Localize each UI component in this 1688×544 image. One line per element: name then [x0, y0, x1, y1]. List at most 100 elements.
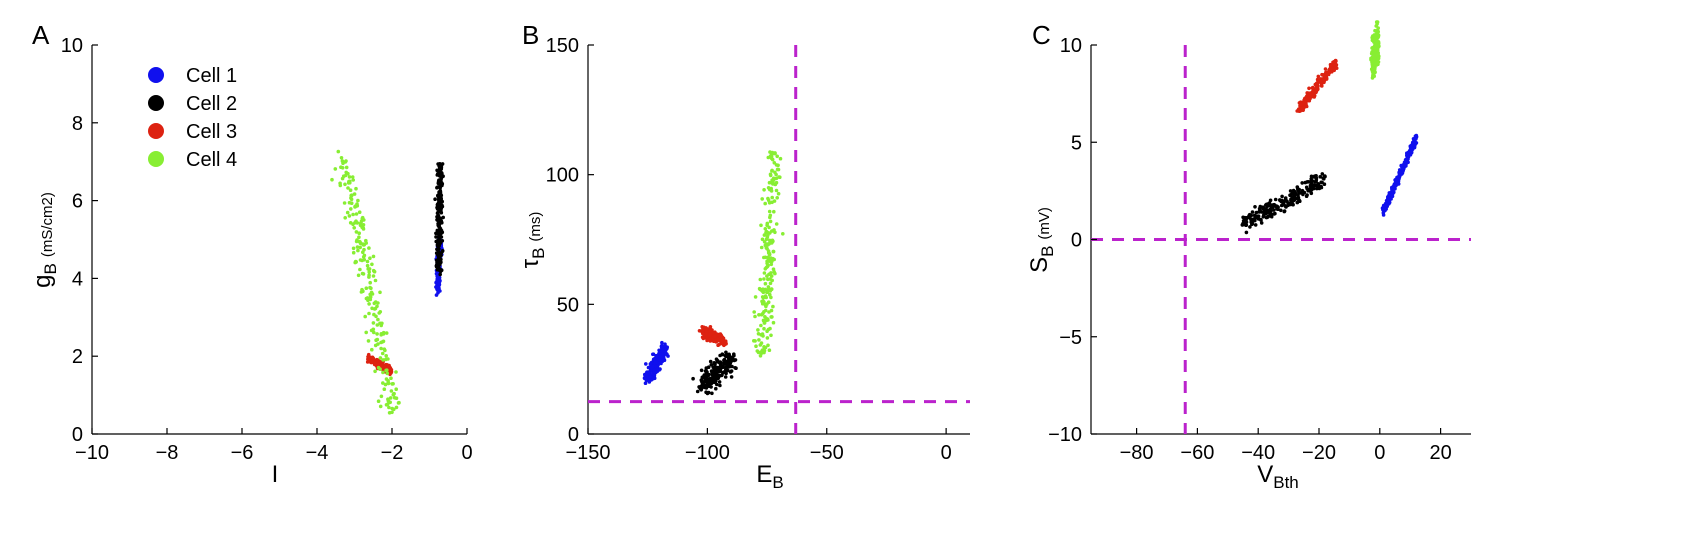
data-point-cell-4 [778, 156, 783, 161]
panel-a-x-axis-label: I [272, 461, 279, 488]
series-cell-2-cloud [691, 350, 738, 396]
data-point-cell-4 [769, 295, 773, 300]
y-tick-label: 50 [557, 294, 579, 316]
data-point-cell-3 [705, 338, 709, 343]
data-point-cell-4 [384, 354, 389, 358]
data-point-cell-2 [709, 369, 714, 373]
data-point-cell-1 [1414, 136, 1418, 141]
data-point-cell-2 [704, 369, 708, 373]
data-point-cell-4 [769, 315, 773, 319]
data-point-cell-3 [1331, 60, 1335, 65]
data-point-cell-2 [1285, 199, 1289, 203]
data-point-cell-4 [768, 272, 772, 277]
data-point-cell-4 [773, 230, 777, 235]
panel-c-y-label-main: S [1026, 257, 1053, 273]
data-point-cell-4 [766, 343, 770, 348]
data-point-cell-2 [716, 369, 721, 373]
data-point-cell-2 [436, 254, 441, 258]
data-point-cell-4 [356, 198, 360, 203]
panel-a: A −10 −8 −6 −4 −2 0 0 2 4 6 8 10 I gB (mS/cm2) Cell… [29, 20, 473, 488]
data-point-cell-2 [1258, 204, 1263, 209]
panel-b-plot-area [587, 45, 970, 435]
data-point-cell-2 [712, 361, 716, 365]
data-point-cell-2 [733, 366, 737, 370]
data-point-cell-4 [351, 250, 356, 255]
data-point-cell-4 [762, 233, 767, 237]
data-point-cell-4 [768, 292, 772, 297]
data-point-cell-4 [348, 221, 353, 225]
data-point-cell-1 [1381, 213, 1386, 217]
data-point-cell-4 [379, 394, 384, 399]
data-point-cell-2 [433, 197, 437, 201]
data-point-cell-4 [1374, 20, 1379, 24]
data-point-cell-2 [700, 379, 704, 384]
data-point-cell-2 [439, 199, 444, 204]
data-point-cell-4 [367, 275, 371, 279]
data-point-cell-2 [719, 373, 724, 378]
data-point-cell-3 [368, 355, 373, 360]
data-point-cell-4 [340, 176, 345, 181]
data-point-cell-4 [767, 209, 772, 214]
data-point-cell-4 [771, 320, 776, 325]
data-point-cell-4 [349, 193, 354, 198]
data-point-cell-4 [333, 167, 338, 171]
series-cell-4-cloud [752, 150, 785, 358]
data-point-cell-4 [371, 274, 376, 278]
data-point-cell-4 [1376, 60, 1381, 64]
data-point-cell-2 [715, 358, 720, 363]
y-tick-label: 10 [1060, 35, 1082, 57]
panel-b-x-label-sub: B [772, 473, 783, 492]
data-point-cell-2 [438, 272, 443, 277]
data-point-cell-3 [713, 334, 717, 339]
series-cell-1-cloud [642, 340, 670, 386]
data-point-cell-2 [1316, 182, 1320, 186]
data-point-cell-4 [358, 258, 363, 262]
data-point-cell-4 [394, 405, 399, 410]
data-point-cell-3 [712, 332, 716, 336]
data-point-cell-4 [764, 265, 769, 270]
data-point-cell-2 [1283, 204, 1288, 208]
data-point-cell-4 [357, 235, 361, 239]
data-point-cell-2 [1296, 193, 1300, 197]
data-point-cell-2 [1267, 201, 1272, 205]
data-point-cell-2 [438, 234, 442, 239]
data-point-cell-4 [769, 333, 773, 338]
data-point-cell-3 [380, 364, 385, 369]
data-point-cell-2 [699, 386, 704, 391]
data-point-cell-2 [1272, 208, 1276, 212]
data-point-cell-2 [438, 192, 443, 196]
data-point-cell-1 [1382, 206, 1387, 210]
data-point-cell-3 [700, 329, 705, 333]
data-point-cell-3 [1311, 89, 1315, 93]
data-point-cell-4 [769, 257, 773, 261]
data-point-cell-2 [1262, 213, 1266, 217]
data-point-cell-1 [1397, 177, 1401, 181]
data-point-cell-4 [771, 249, 776, 254]
data-point-cell-3 [373, 361, 378, 366]
data-point-cell-1 [660, 352, 665, 356]
panel-a-y-axis-label: gB (mS/cm2) [29, 192, 60, 288]
data-point-cell-3 [717, 342, 721, 347]
data-point-cell-4 [380, 351, 385, 356]
data-point-cell-1 [1385, 203, 1389, 207]
data-point-cell-4 [338, 181, 342, 186]
data-point-cell-3 [718, 335, 723, 340]
data-point-cell-2 [699, 368, 704, 373]
data-point-cell-4 [359, 290, 364, 294]
data-point-cell-4 [378, 404, 383, 409]
x-tick-label: 0 [941, 442, 952, 464]
data-point-cell-4 [1372, 50, 1377, 54]
panel-c-y-label-unit: (mV) [1036, 207, 1053, 240]
panel-b-y-label-sub: B [529, 248, 548, 259]
data-point-cell-4 [394, 387, 399, 392]
panel-c-series [1240, 20, 1419, 235]
data-point-cell-4 [351, 246, 356, 251]
data-point-cell-1 [647, 380, 652, 384]
data-point-cell-4 [378, 356, 383, 360]
data-point-cell-2 [434, 235, 438, 239]
data-point-cell-4 [343, 160, 348, 164]
data-point-cell-2 [710, 391, 714, 396]
data-point-cell-4 [757, 313, 761, 317]
data-point-cell-2 [1264, 203, 1268, 207]
data-point-cell-4 [762, 326, 766, 331]
